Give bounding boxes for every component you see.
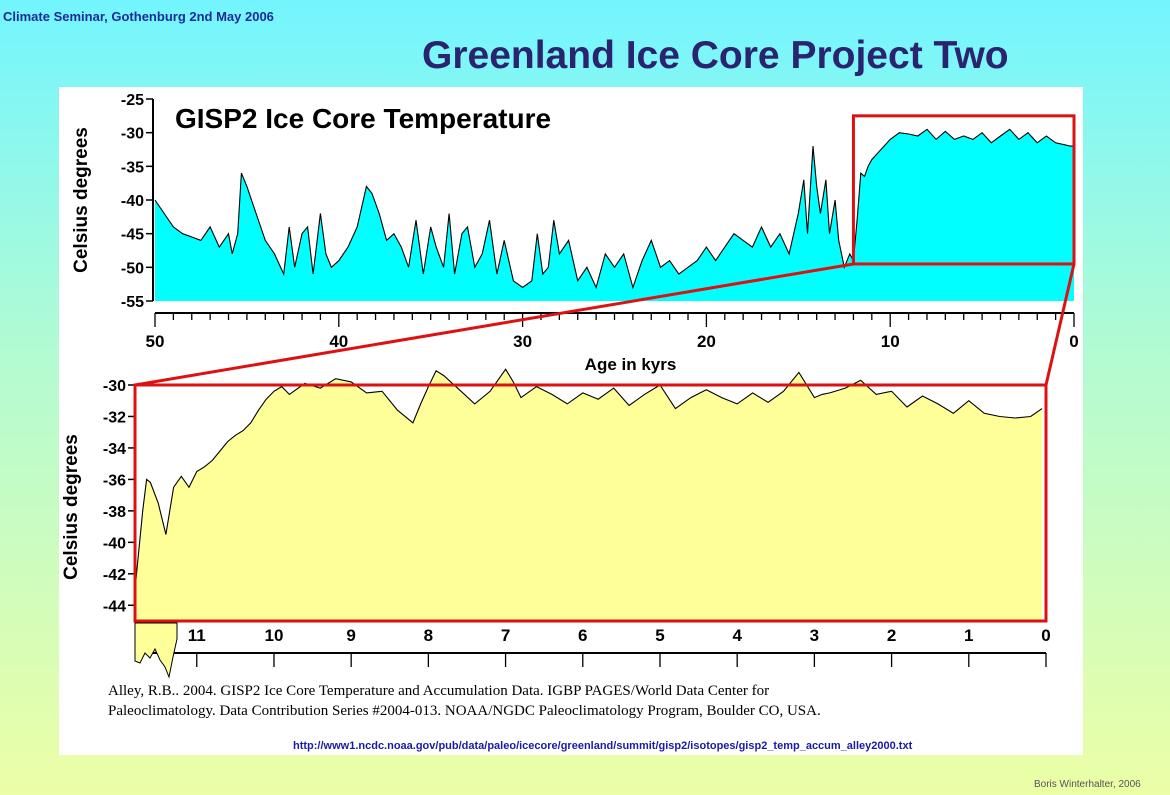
- bottom-x-tick-label: 2: [887, 626, 896, 645]
- bottom-x-tick-label: 9: [346, 626, 355, 645]
- citation-line-1: Alley, R.B.. 2004. GISP2 Ice Core Temper…: [108, 683, 770, 699]
- slide-title: Greenland Ice Core Project Two: [422, 34, 1009, 77]
- bottom-x-tick-label: 4: [732, 626, 742, 645]
- bottom-y-tick-label: -36: [103, 472, 126, 489]
- zoom-connector-right: [1044, 263, 1076, 386]
- top-y-tick-label: -30: [121, 126, 144, 143]
- bottom-x-tick-label: 11: [188, 626, 206, 645]
- top-y-tick-label: -40: [121, 193, 144, 210]
- top-y-tick-label: -45: [121, 227, 144, 244]
- bottom-y-tick-label: -40: [103, 535, 126, 552]
- bottom-y-tick-label: -34: [103, 441, 126, 458]
- top-chart: -25 -30 -35 -40 -45 -50 -55 50 40 30 20 10 0 Age in k…: [71, 92, 1079, 374]
- bottom-y-axis-label: Celsius degrees: [61, 434, 82, 580]
- bottom-y-tick-label: -42: [103, 567, 126, 584]
- top-x-tick-label: 10: [881, 332, 900, 351]
- bottom-y-tick-label: -44: [103, 598, 126, 615]
- top-y-tick-label: -50: [121, 260, 144, 277]
- top-y-tick-label: -35: [121, 159, 144, 176]
- top-y-axis-label: Celsius degrees: [71, 127, 92, 273]
- bottom-y-tick-label: -38: [103, 504, 126, 521]
- bottom-y-tick-label: -32: [103, 409, 126, 426]
- zoom-connector-left: [134, 262, 854, 387]
- top-x-axis-label: Age in kyrs: [585, 355, 677, 374]
- bottom-x-tick-label: 7: [501, 626, 510, 645]
- bottom-x-tick-label: 1: [964, 626, 973, 645]
- highlight-box: [851, 114, 1076, 266]
- top-chart-title: GISP2 Ice Core Temperature: [175, 103, 551, 134]
- top-x-tick-label: 20: [697, 332, 716, 351]
- top-series-area: [155, 129, 1074, 301]
- top-y-tick-label: -55: [121, 294, 144, 311]
- top-x-tick-label: 40: [329, 332, 348, 351]
- citation-line-2: Paleoclimatology. Data Contribution Seri…: [108, 703, 821, 719]
- bottom-x-tick-label: 0: [1041, 626, 1050, 645]
- bottom-x-tick-label: 3: [810, 626, 819, 645]
- bottom-series-line: [134, 368, 1043, 590]
- bottom-x-tick-label: 8: [424, 626, 433, 645]
- source-url-link[interactable]: http://www1.ncdc.noaa.gov/pub/data/paleo…: [293, 740, 913, 752]
- bottom-x-tick-label: 5: [655, 626, 664, 645]
- bottom-y-tick-label: -30: [103, 378, 126, 395]
- top-x-tick-label: 30: [513, 332, 532, 351]
- chart-panel: -25 -30 -35 -40 -45 -50 -55 50 40 30 20 10 0 Age in k…: [59, 87, 1083, 755]
- top-x-tick-label: 50: [146, 332, 165, 351]
- bottom-series-area: [135, 369, 1043, 621]
- bottom-x-tick-label: 10: [265, 626, 284, 645]
- author-credit: Boris Winterhalter, 2006: [1034, 779, 1141, 790]
- bottom-glacial-remnant: [134, 622, 178, 679]
- top-x-tick-label: 0: [1069, 332, 1078, 351]
- top-series-line: [154, 128, 1074, 290]
- highlight-overlay: [133, 114, 1076, 623]
- top-y-tick-label: -25: [121, 92, 144, 109]
- citation: Alley, R.B.. 2004. GISP2 Ice Core Temper…: [108, 681, 821, 721]
- zoom-frame: [133, 383, 1048, 623]
- bottom-x-tick-label: 6: [578, 626, 587, 645]
- header-note: Climate Seminar, Gothenburg 2nd May 2006: [3, 9, 274, 24]
